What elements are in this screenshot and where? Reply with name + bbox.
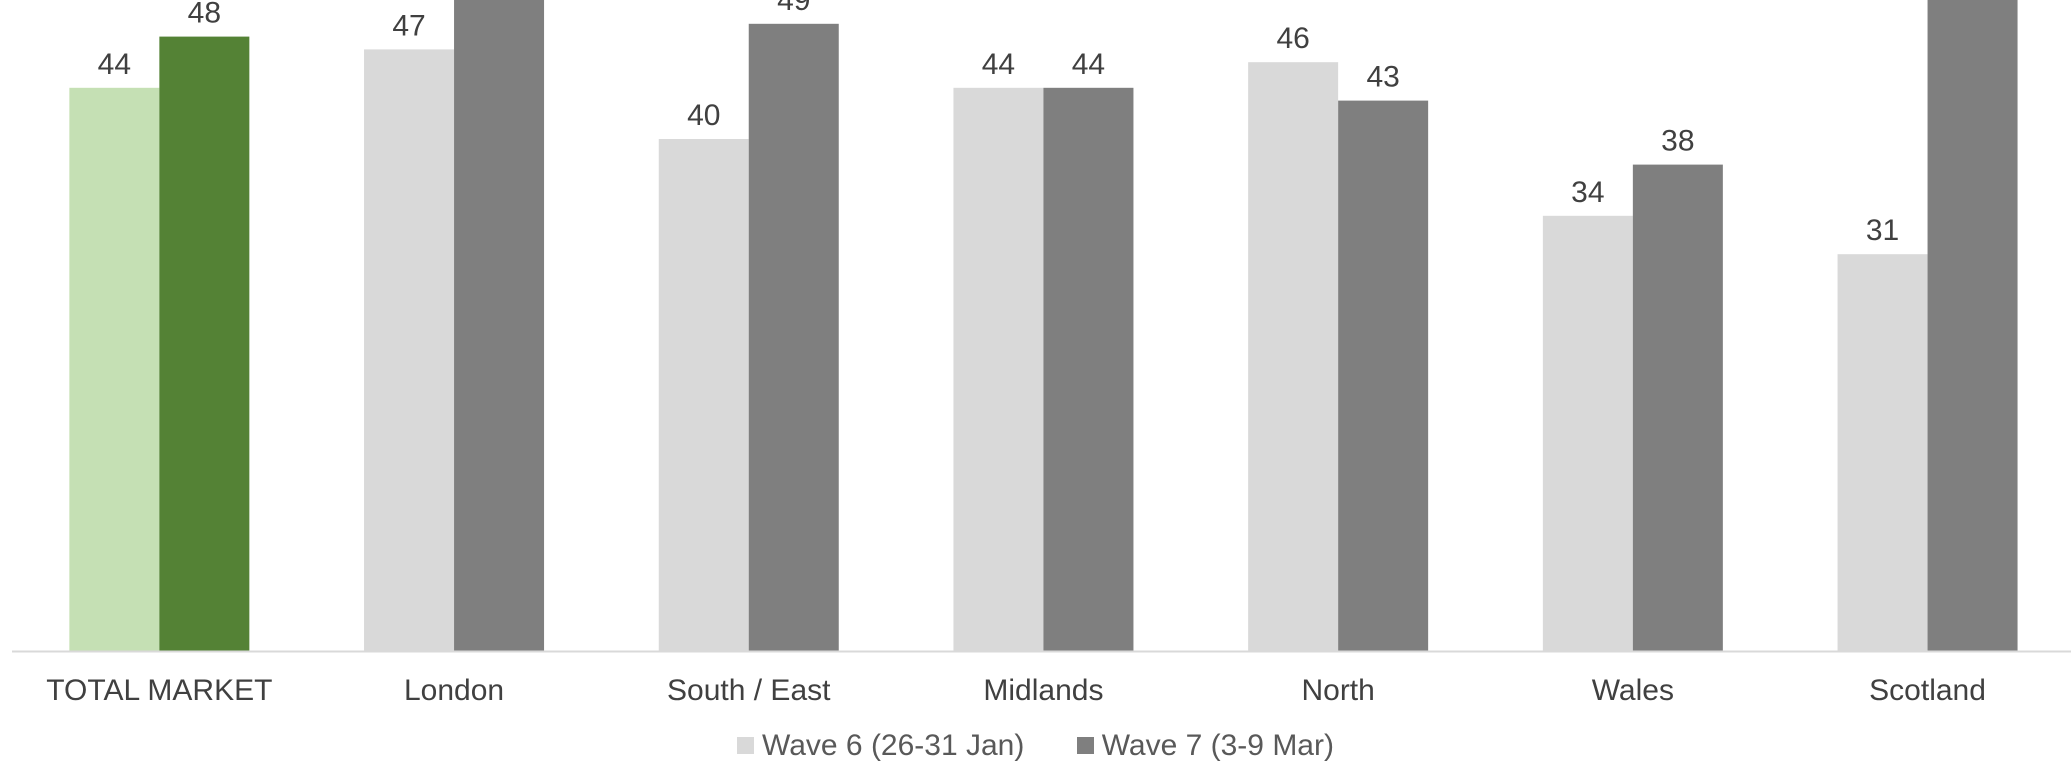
legend-swatch-wave-7 — [1076, 737, 1094, 755]
category-label-london: London — [404, 674, 504, 707]
data-label-midlands-wave-7: 44 — [1072, 48, 1105, 81]
category-label-south-east: South / East — [667, 674, 831, 707]
bar-south-east-wave-6 — [658, 139, 749, 651]
bar-chart: 4448475140494444464334383151 TOTAL MARKE… — [12, 0, 2071, 707]
data-label-north-wave-7: 43 — [1366, 61, 1399, 94]
bar-london-wave-6 — [364, 49, 455, 651]
data-label-scotland-wave-6: 31 — [1866, 214, 1899, 247]
bars-group — [69, 0, 2018, 652]
data-label-wales-wave-7: 38 — [1661, 125, 1694, 158]
bar-total-market-wave-6 — [69, 87, 160, 652]
category-label-total-market: TOTAL MARKET — [46, 674, 272, 707]
data-label-south-east-wave-6: 40 — [687, 99, 720, 132]
category-label-north: North — [1301, 674, 1374, 707]
data-label-south-east-wave-7: 49 — [777, 0, 810, 17]
bar-north-wave-7 — [1338, 100, 1429, 652]
bar-midlands-wave-6 — [953, 87, 1044, 652]
bar-london-wave-7 — [454, 0, 545, 651]
value-labels-group: 4448475140494444464334383151 — [98, 0, 1900, 247]
bar-wales-wave-7 — [1632, 164, 1723, 651]
legend-item-wave-6: Wave 6 (26-31 Jan) — [737, 728, 1024, 763]
bar-north-wave-6 — [1248, 62, 1339, 651]
data-label-total-market-wave-6: 44 — [98, 48, 131, 81]
bar-midlands-wave-7 — [1043, 87, 1134, 652]
legend: Wave 6 (26-31 Jan) Wave 7 (3-9 Mar) — [0, 727, 2071, 763]
category-labels-group: TOTAL MARKET London South / East Midlands No… — [46, 674, 1986, 707]
category-label-wales: Wales — [1592, 674, 1674, 707]
legend-label-wave-6: Wave 6 (26-31 Jan) — [762, 728, 1025, 762]
data-label-midlands-wave-6: 44 — [982, 48, 1015, 81]
legend-item-wave-7: Wave 7 (3-9 Mar) — [1076, 728, 1334, 763]
data-label-total-market-wave-7: 48 — [188, 0, 221, 30]
bar-wales-wave-6 — [1542, 215, 1633, 652]
data-label-london-wave-6: 47 — [392, 9, 425, 42]
legend-swatch-wave-6 — [737, 737, 755, 755]
bar-total-market-wave-7 — [159, 36, 250, 652]
bar-scotland-wave-6 — [1837, 254, 1928, 651]
category-label-scotland: Scotland — [1869, 674, 1986, 707]
bar-south-east-wave-7 — [748, 23, 839, 652]
data-label-north-wave-6: 46 — [1276, 22, 1309, 55]
legend-label-wave-7: Wave 7 (3-9 Mar) — [1101, 728, 1334, 762]
bar-scotland-wave-7 — [1927, 0, 2018, 651]
data-label-wales-wave-6: 34 — [1571, 176, 1604, 209]
category-label-midlands: Midlands — [983, 674, 1103, 707]
